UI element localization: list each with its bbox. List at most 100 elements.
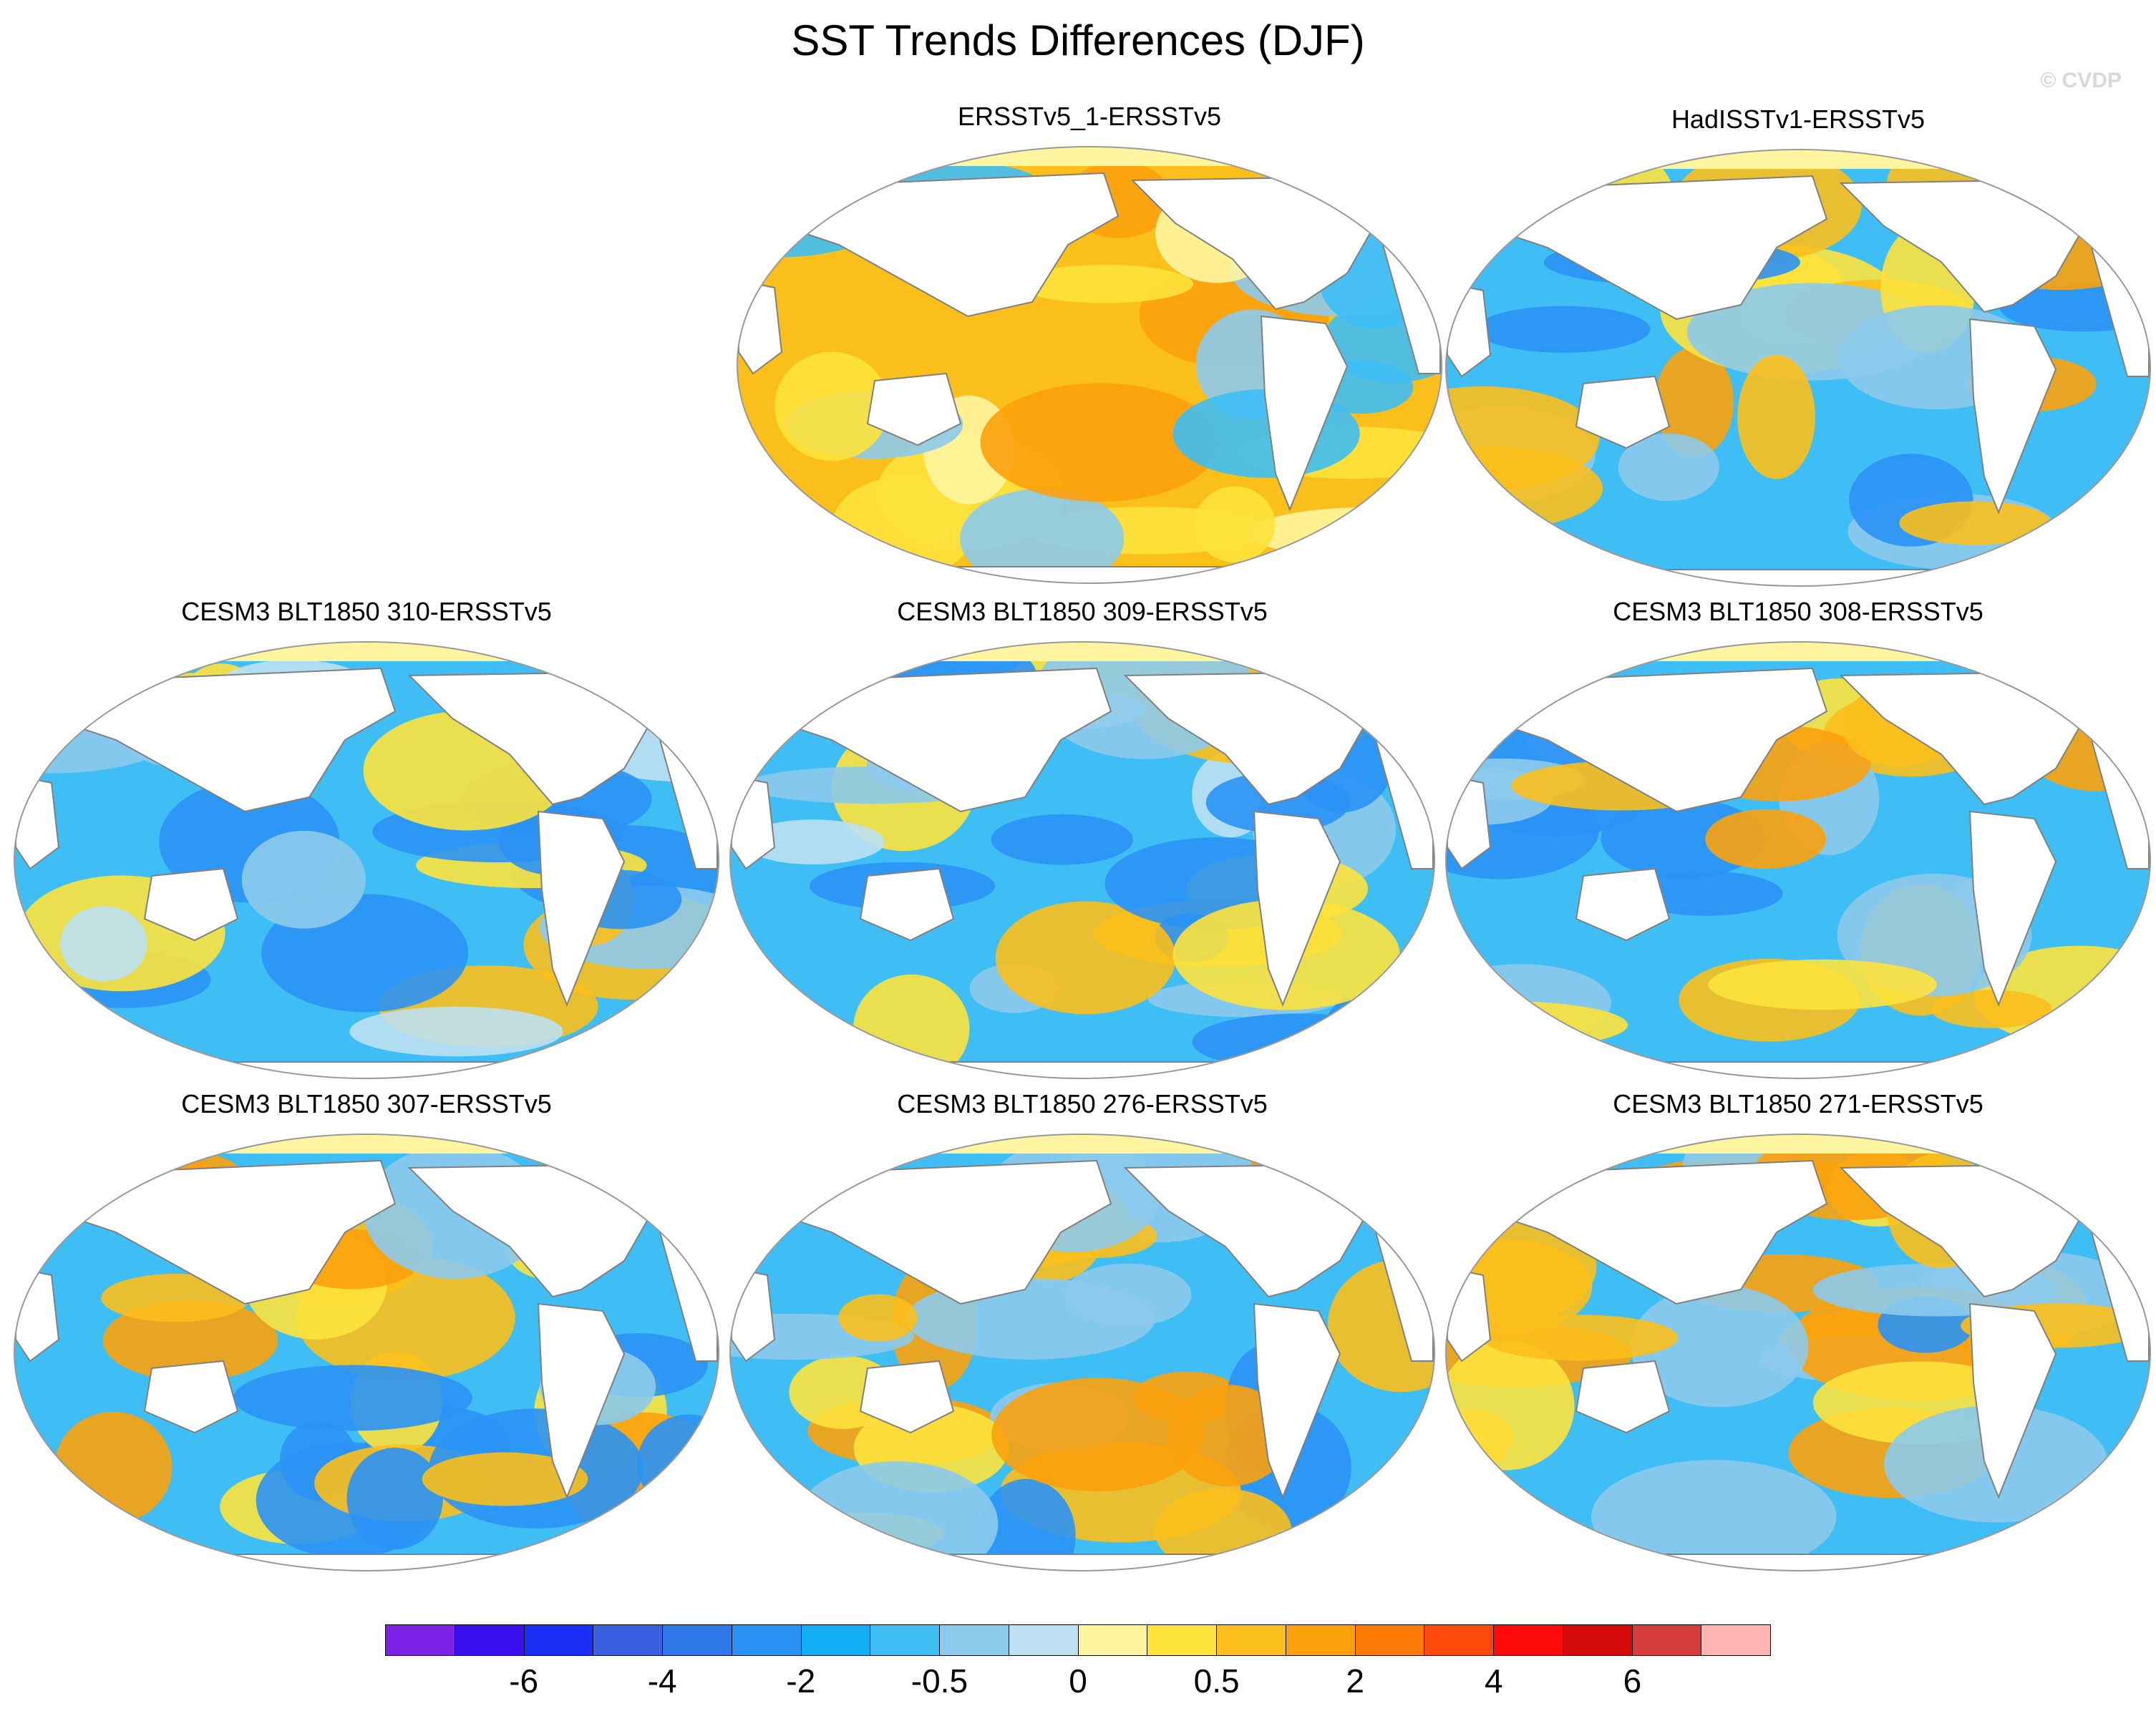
sst-field <box>1446 642 2150 1078</box>
cvdp-watermark: © CVDP <box>2040 69 2122 92</box>
map-panel: CESM3 BLT1850 271-ERSSTv5 <box>1440 1089 2156 1576</box>
robinson-map <box>14 641 719 1079</box>
map-panel: CESM3 BLT1850 310-ERSSTv5 <box>9 597 724 1083</box>
panel-title: CESM3 BLT1850 310-ERSSTv5 <box>181 597 552 626</box>
trend-anomaly-region <box>1482 1315 1679 1361</box>
colorbar-swatch <box>1217 1625 1286 1655</box>
arctic-band <box>1446 642 2150 661</box>
robinson-map <box>1445 1134 2151 1571</box>
antarctica-landmass <box>1525 569 2072 586</box>
map-panel: ERSSTv5_1-ERSSTv5 <box>732 102 1447 588</box>
colorbar-swatch <box>1494 1625 1563 1655</box>
south-america-landmass <box>1253 810 1341 1007</box>
sst-field <box>737 147 1442 583</box>
trend-anomaly-region <box>1016 265 1194 303</box>
colorbar-tick-label: -4 <box>647 1662 677 1700</box>
trend-anomaly-region <box>742 819 885 864</box>
panel-title: CESM3 BLT1850 271-ERSSTv5 <box>1613 1089 1983 1118</box>
trend-anomaly-region <box>1931 990 2052 1028</box>
trend-anomaly-region <box>1737 354 1815 479</box>
australia-landmass <box>143 867 239 942</box>
colorbar-swatch <box>1009 1625 1079 1655</box>
map-outline <box>737 146 1442 584</box>
colorbar-tick-label: 4 <box>1485 1662 1503 1700</box>
panel-title: HadISSTv1-ERSSTv5 <box>1671 104 1926 134</box>
south-america-landmass <box>1968 318 2057 515</box>
colorbar-swatch <box>801 1625 871 1655</box>
trend-anomaly-region <box>960 488 1125 583</box>
colorbar-tick-label: 0.5 <box>1193 1662 1240 1700</box>
south-america-landmass <box>1253 1302 1341 1499</box>
map-outline <box>1445 149 2151 587</box>
arctic-band <box>1446 1134 2150 1154</box>
colorbar-swatch <box>524 1625 594 1655</box>
colorbar-swatch <box>1078 1625 1148 1655</box>
robinson-map <box>1445 641 2151 1079</box>
map-outline <box>729 1134 1435 1571</box>
trend-anomaly-region <box>1446 1341 1575 1471</box>
colorbar-labels: -6 -4 -2 -0.5 0 0.5 2 4 6 <box>385 1662 1771 1705</box>
panel-title: CESM3 BLT1850 309-ERSSTv5 <box>897 597 1268 626</box>
antarctica-landmass <box>1525 1554 2072 1571</box>
figure-title: SST Trends Differences (DJF) <box>791 16 1365 64</box>
sst-field <box>730 642 1434 1078</box>
colorbar-swatch <box>870 1625 940 1655</box>
trend-anomaly-region <box>995 901 1176 1015</box>
trend-anomaly-region <box>980 383 1220 502</box>
panel-title: CESM3 BLT1850 308-ERSSTv5 <box>1613 597 1983 626</box>
antarctica-landmass <box>809 1554 1356 1571</box>
trend-anomaly-region <box>1628 871 1783 916</box>
south-america-landmass <box>1968 810 2057 1007</box>
trend-anomaly-region <box>1591 1460 1837 1571</box>
colorbar-swatches <box>385 1624 1771 1656</box>
trend-anomaly-region <box>1630 1285 1809 1408</box>
antarctica-landmass <box>1525 1061 2072 1078</box>
australia-landmass <box>859 867 955 942</box>
colorbar-swatch <box>1701 1625 1770 1655</box>
robinson-map <box>737 146 1442 584</box>
colorbar <box>385 1624 1771 1657</box>
trend-anomaly-region <box>233 1365 472 1431</box>
trend-anomaly-region <box>241 830 366 929</box>
map-panel: CESM3 BLT1850 276-ERSSTv5 <box>724 1089 1440 1576</box>
antarctica-landmass <box>816 566 1363 583</box>
trend-anomaly-region <box>1167 1385 1290 1487</box>
sst-field <box>14 642 719 1078</box>
trend-anomaly-region <box>1324 995 1397 1063</box>
trend-anomaly-region <box>1192 1013 1406 1071</box>
trend-anomaly-region <box>1655 346 1734 458</box>
colorbar-tick-label: 6 <box>1623 1662 1642 1700</box>
south-america-landmass <box>537 1302 626 1499</box>
arctic-band <box>730 1134 1434 1154</box>
colorbar-swatch <box>732 1625 802 1655</box>
robinson-map <box>1445 149 2151 587</box>
arctic-band <box>1446 150 2150 169</box>
trend-anomaly-region <box>349 1006 563 1057</box>
trend-anomaly-region <box>346 1447 443 1550</box>
australia-landmass <box>1575 375 1671 449</box>
colorbar-swatch <box>1355 1625 1425 1655</box>
south-america-landmass <box>1260 315 1349 512</box>
antarctica-landmass <box>809 1061 1356 1078</box>
south-america-landmass <box>537 810 626 1007</box>
trend-anomaly-region <box>1476 306 1651 353</box>
panel-title: ERSSTv5_1-ERSSTv5 <box>957 102 1222 131</box>
arctic-band <box>14 1134 719 1154</box>
colorbar-tick-label: 0 <box>1069 1662 1087 1700</box>
trend-anomaly-region <box>102 1300 278 1381</box>
arctic-band <box>14 642 719 661</box>
south-america-landmass <box>1968 1302 2057 1499</box>
australia-landmass <box>866 372 962 447</box>
australia-landmass <box>1575 867 1671 942</box>
trend-anomaly-region <box>1708 959 1937 1010</box>
colorbar-swatch <box>1147 1625 1217 1655</box>
trend-anomaly-region <box>1194 486 1276 562</box>
trend-anomaly-region <box>991 814 1133 865</box>
map-outline <box>1445 1134 2151 1571</box>
robinson-map <box>729 641 1435 1079</box>
map-outline <box>1445 641 2151 1079</box>
map-panel: CESM3 BLT1850 308-ERSSTv5 <box>1440 597 2156 1083</box>
trend-anomaly-region <box>54 1411 173 1524</box>
trend-anomaly-region <box>853 974 970 1078</box>
map-panel: CESM3 BLT1850 309-ERSSTv5 <box>724 597 1440 1083</box>
